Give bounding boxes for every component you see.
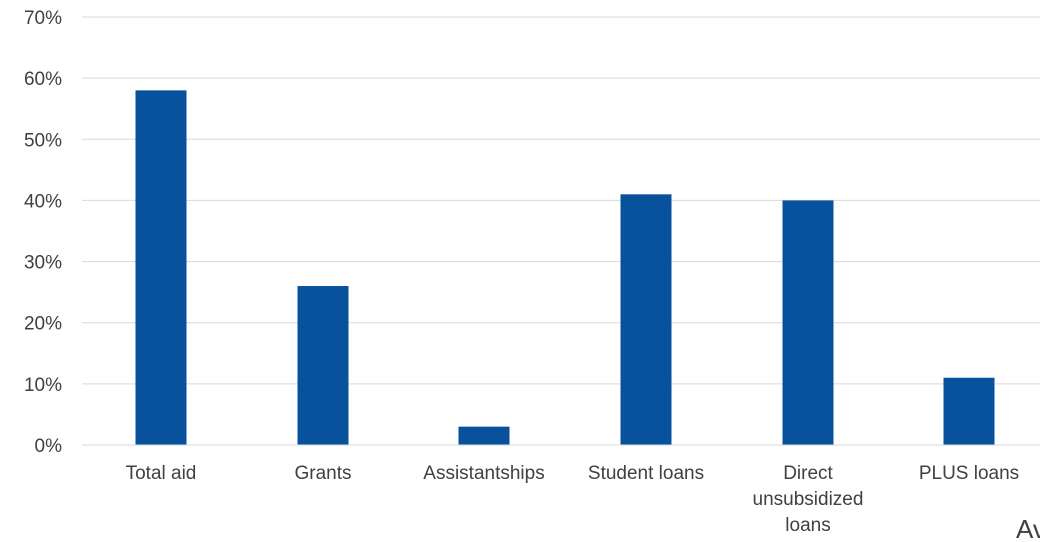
bars bbox=[135, 90, 995, 445]
y-tick-label: 70% bbox=[24, 8, 62, 29]
bar bbox=[620, 194, 672, 445]
y-tick-label: 50% bbox=[24, 130, 62, 151]
x-tick-label: PLUS loans bbox=[919, 463, 1019, 484]
x-tick-label: Assistantships bbox=[423, 463, 544, 484]
y-tick-label: 40% bbox=[24, 191, 62, 212]
gridlines bbox=[82, 16, 1040, 385]
x-tick-label: loans bbox=[785, 515, 830, 536]
y-tick-label: 60% bbox=[24, 69, 62, 90]
bar bbox=[297, 286, 349, 445]
y-tick-label: 0% bbox=[35, 436, 63, 457]
y-tick-label: 20% bbox=[24, 314, 62, 335]
clipped-edge-text: Av bbox=[1016, 514, 1040, 542]
y-tick-label: 10% bbox=[24, 375, 62, 396]
bar bbox=[943, 377, 995, 445]
x-tick-label: Direct bbox=[783, 463, 833, 484]
y-axis-ticks: 0% 10% 20% 30% 40% 50% 60% 70% bbox=[24, 8, 62, 457]
x-tick-label: unsubsidized bbox=[753, 489, 864, 510]
x-tick-label: Total aid bbox=[126, 463, 197, 484]
x-tick-label: Student loans bbox=[588, 463, 704, 484]
y-tick-label: 30% bbox=[24, 253, 62, 274]
bar bbox=[135, 90, 187, 445]
bar bbox=[458, 426, 510, 445]
x-tick-label: Grants bbox=[294, 463, 351, 484]
x-axis-labels: Total aid Grants Assistantships Student loa… bbox=[126, 463, 1020, 536]
bar bbox=[782, 200, 834, 445]
